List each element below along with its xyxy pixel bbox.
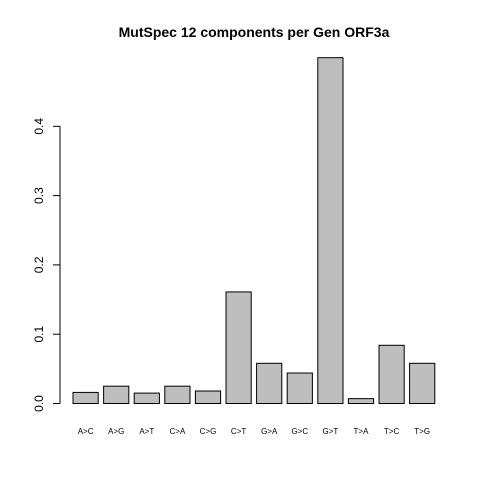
bars [72, 57, 436, 405]
x-tick-label: C>T [231, 427, 246, 436]
bar-4 [194, 390, 222, 405]
bar-1 [103, 385, 130, 404]
y-tick-label: 0.2 [32, 256, 46, 273]
bar-0 [72, 391, 99, 404]
bar-10 [378, 344, 405, 404]
x-tick-label: A>C [78, 427, 94, 436]
y-tick-label: 0.1 [32, 326, 46, 343]
bar-2 [133, 392, 160, 405]
x-tick-label: T>G [414, 427, 430, 436]
bar-7 [286, 372, 313, 404]
x-tick-label: G>T [323, 427, 339, 436]
bar-3 [164, 385, 191, 404]
bar-5 [225, 291, 252, 404]
x-tick-label: G>C [291, 427, 308, 436]
x-tick-label: A>G [108, 427, 124, 436]
x-axis-labels: A>C A>G A>T C>A C>G C>T G>A G>C G>T T>A T>C T>G [78, 427, 430, 436]
x-tick-label: G>A [261, 427, 278, 436]
y-tick-label: 0.0 [32, 395, 46, 412]
chart-title: MutSpec 12 components per Gen ORF3a [119, 24, 390, 40]
bar-9 [347, 398, 375, 404]
bar-8 [317, 57, 344, 405]
bar-6 [256, 362, 283, 404]
bar-11 [409, 362, 436, 404]
x-tick-label: C>A [170, 427, 186, 436]
x-tick-label: T>C [384, 427, 400, 436]
y-axis: 0.0 0.1 0.2 0.3 0.4 [32, 118, 61, 412]
x-tick-label: A>T [139, 427, 154, 436]
y-tick-label: 0.3 [32, 187, 46, 204]
y-tick-label: 0.4 [32, 118, 46, 135]
x-tick-label: C>G [200, 427, 217, 436]
x-tick-label: T>A [354, 427, 370, 436]
